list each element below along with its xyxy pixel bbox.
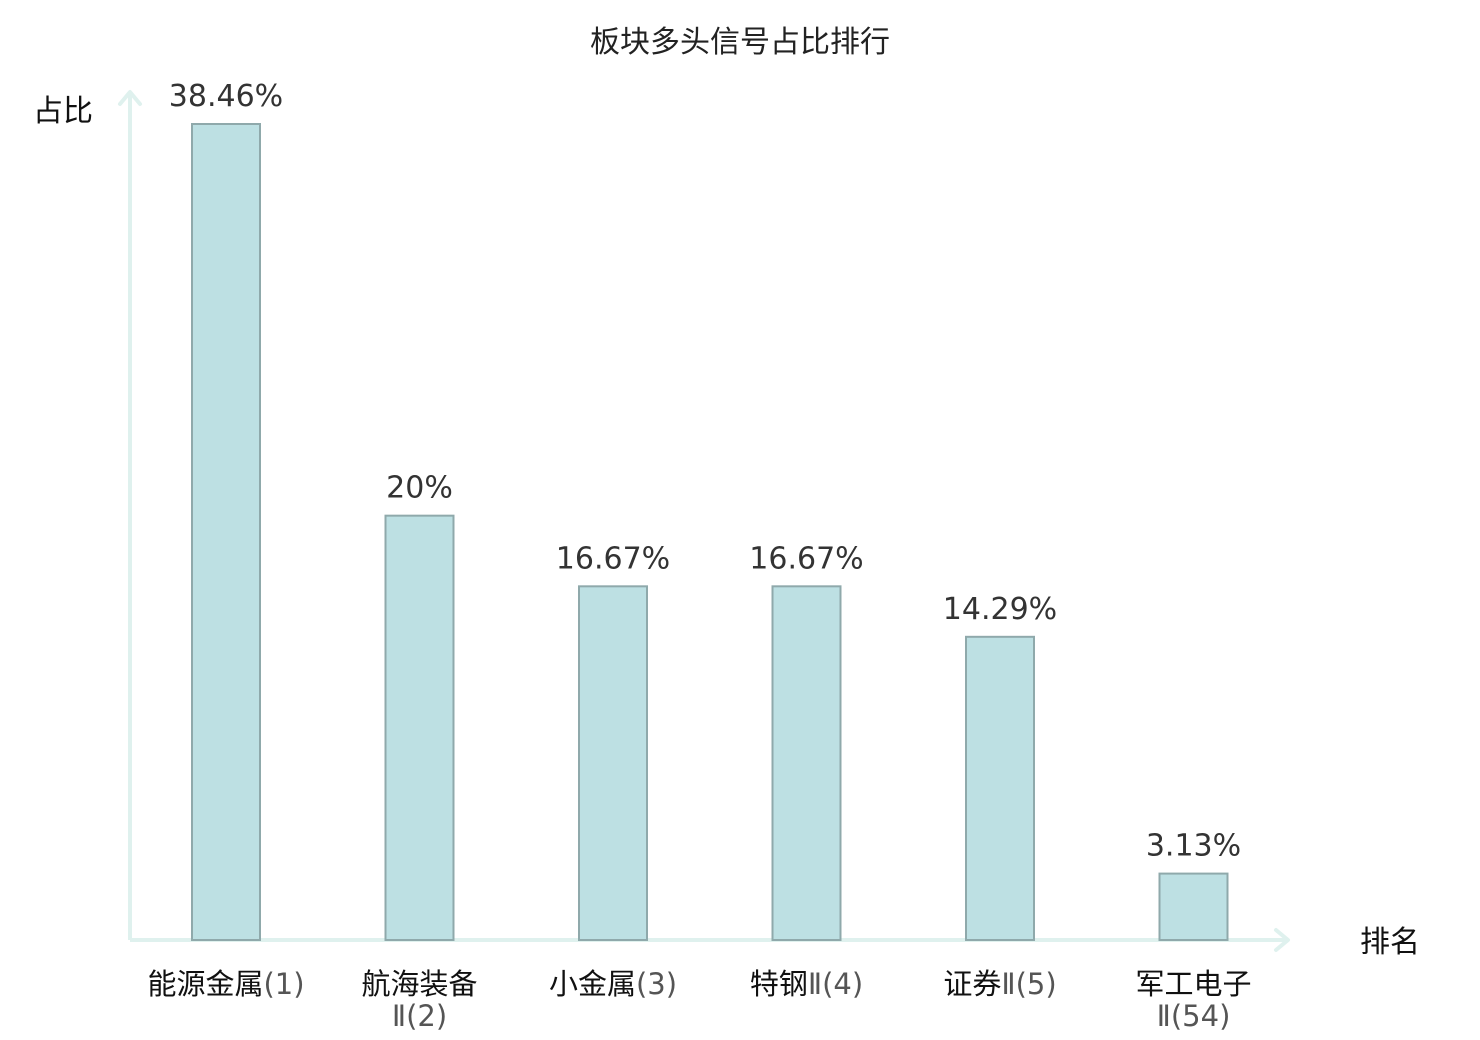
value-label-1: 20% (386, 471, 453, 506)
value-label-0: 38.46% (169, 79, 283, 114)
value-labels-group: 38.46% 20% 16.67% 16.67% 14.29% 3.13% (169, 79, 1241, 864)
category-sublabel-1: Ⅱ(2) (392, 999, 447, 1033)
category-label-4: 证券Ⅱ(5) (943, 967, 1056, 1001)
value-label-2: 16.67% (556, 541, 670, 576)
category-label-2: 小金属(3) (549, 967, 677, 1001)
x-axis-arrow (1274, 928, 1290, 952)
category-label-5: 军工电子 (1135, 967, 1251, 1001)
category-label-3: 特钢Ⅱ(4) (750, 967, 863, 1001)
bar-5 (1158, 872, 1229, 941)
bars-group (191, 123, 1229, 941)
category-sublabel-5: Ⅱ(54) (1157, 999, 1231, 1033)
bar-1 (384, 514, 455, 941)
value-label-4: 14.29% (943, 592, 1057, 627)
category-label-0: 能源金属(1) (147, 967, 304, 1001)
chart-title: 板块多头信号占比排行 (590, 25, 890, 60)
bar-2 (578, 585, 648, 941)
bar-4 (965, 635, 1035, 941)
bar-3 (771, 585, 842, 941)
bar-0 (191, 123, 261, 941)
x-axis-label: 排名 (1360, 925, 1420, 960)
y-axis-arrow (118, 90, 142, 106)
y-axis-label: 占比 (33, 94, 93, 129)
value-label-5: 3.13% (1146, 829, 1241, 864)
value-label-3: 16.67% (749, 541, 863, 576)
category-label-1: 航海装备 (361, 967, 477, 1001)
